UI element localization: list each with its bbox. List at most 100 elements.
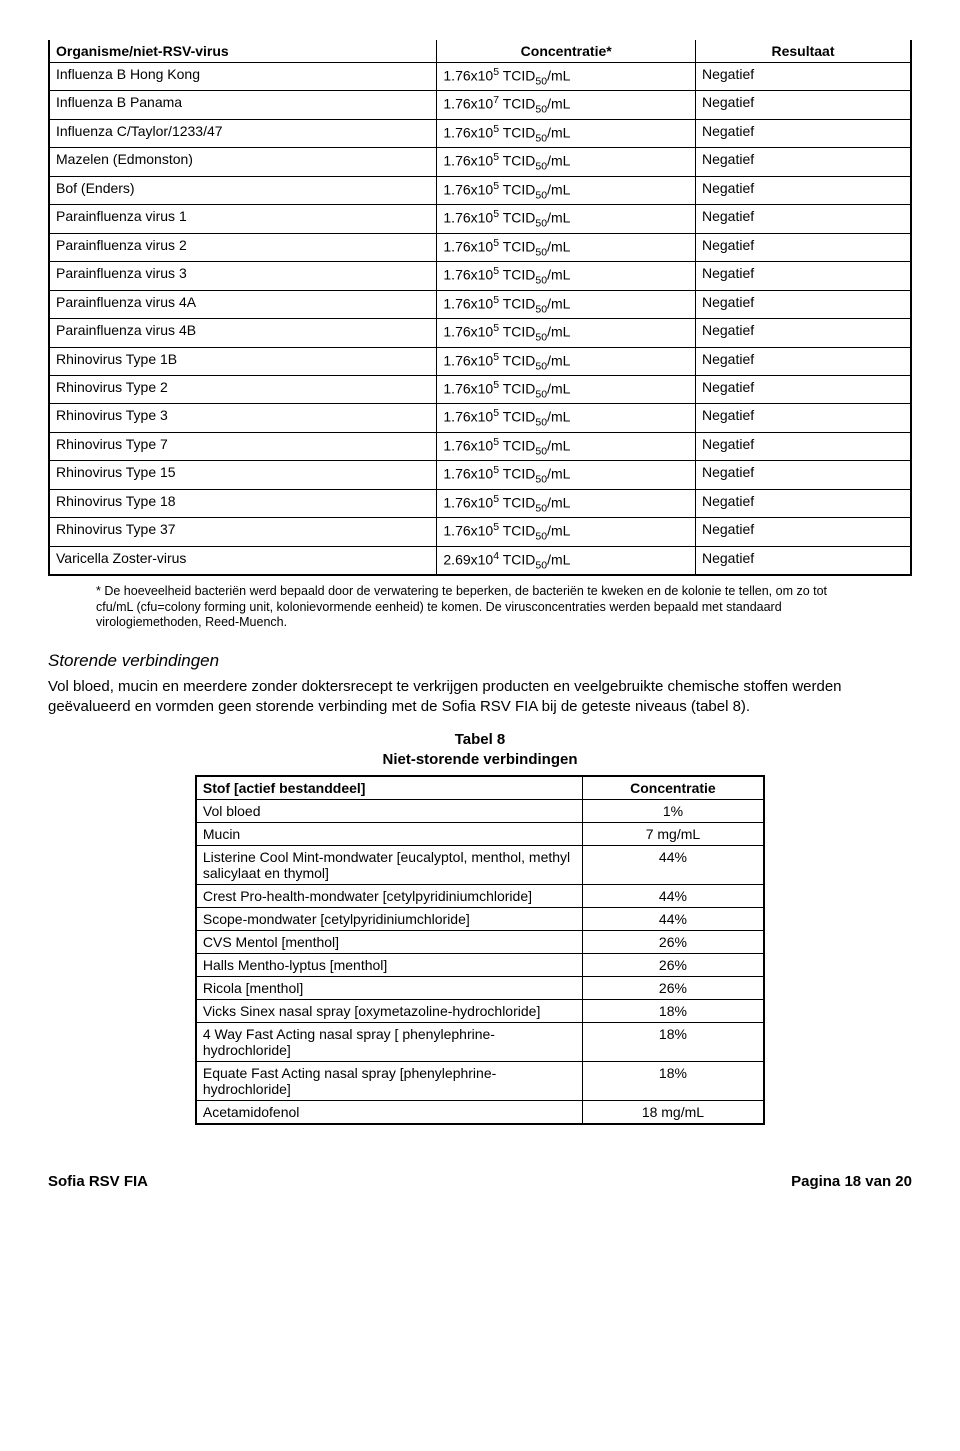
cell-result: Negatief (695, 461, 911, 489)
cell-organism: Rhinovirus Type 7 (49, 432, 437, 460)
cell-organism: Rhinovirus Type 15 (49, 461, 437, 489)
table-row: Parainfluenza virus 21.76x105 TCID50/mLN… (49, 233, 911, 261)
cell-substance: Scope-mondwater [cetylpyridiniumchloride… (196, 907, 582, 930)
cell-concentration: 1.76x105 TCID50/mL (437, 262, 696, 290)
cell-result: Negatief (695, 489, 911, 517)
cell-result: Negatief (695, 205, 911, 233)
cell-organism: Rhinovirus Type 37 (49, 518, 437, 546)
footer-left: Sofia RSV FIA (48, 1173, 148, 1190)
cell-concentration: 1.76x105 TCID50/mL (437, 148, 696, 176)
cell-concentration: 18 mg/mL (582, 1100, 764, 1124)
cell-result: Negatief (695, 119, 911, 147)
cell-concentration: 18% (582, 1022, 764, 1061)
cell-substance: Crest Pro-health-mondwater [cetylpyridin… (196, 884, 582, 907)
table-row: Rhinovirus Type 71.76x105 TCID50/mLNegat… (49, 432, 911, 460)
cell-result: Negatief (695, 262, 911, 290)
table-row: Parainfluenza virus 11.76x105 TCID50/mLN… (49, 205, 911, 233)
table2-caption-line1: Tabel 8 (455, 731, 506, 748)
cell-concentration: 7 mg/mL (582, 822, 764, 845)
cell-substance: Acetamidofenol (196, 1100, 582, 1124)
table-row: Acetamidofenol18 mg/mL (196, 1100, 764, 1124)
table2-caption: Tabel 8 Niet-storende verbindingen (48, 730, 912, 771)
table-row: Rhinovirus Type 371.76x105 TCID50/mLNega… (49, 518, 911, 546)
table-row: Listerine Cool Mint-mondwater [eucalypto… (196, 845, 764, 884)
table-header-row: Stof [actief bestanddeel] Concentratie (196, 776, 764, 800)
table-row: Varicella Zoster-virus2.69x104 TCID50/mL… (49, 546, 911, 575)
cell-substance: Vicks Sinex nasal spray [oxymetazoline-h… (196, 999, 582, 1022)
cell-concentration: 1.76x105 TCID50/mL (437, 347, 696, 375)
cell-organism: Rhinovirus Type 2 (49, 375, 437, 403)
cell-substance: Equate Fast Acting nasal spray [phenylep… (196, 1061, 582, 1100)
table-row: 4 Way Fast Acting nasal spray [ phenylep… (196, 1022, 764, 1061)
cell-concentration: 1.76x105 TCID50/mL (437, 290, 696, 318)
table-row: Scope-mondwater [cetylpyridiniumchloride… (196, 907, 764, 930)
col-result: Resultaat (695, 40, 911, 63)
cell-result: Negatief (695, 290, 911, 318)
footer-right: Pagina 18 van 20 (791, 1173, 912, 1190)
cell-concentration: 1.76x107 TCID50/mL (437, 91, 696, 119)
cell-organism: Influenza B Hong Kong (49, 63, 437, 91)
cell-concentration: 18% (582, 1061, 764, 1100)
page-footer: Sofia RSV FIA Pagina 18 van 20 (48, 1173, 912, 1190)
cell-substance: CVS Mentol [menthol] (196, 930, 582, 953)
cell-concentration: 1.76x105 TCID50/mL (437, 518, 696, 546)
cell-organism: Rhinovirus Type 18 (49, 489, 437, 517)
table-row: Rhinovirus Type 31.76x105 TCID50/mLNegat… (49, 404, 911, 432)
cell-concentration: 1.76x105 TCID50/mL (437, 375, 696, 403)
table-row: Ricola [menthol]26% (196, 976, 764, 999)
cell-result: Negatief (695, 432, 911, 460)
table-row: Mucin7 mg/mL (196, 822, 764, 845)
cell-substance: 4 Way Fast Acting nasal spray [ phenylep… (196, 1022, 582, 1061)
table-row: Bof (Enders)1.76x105 TCID50/mLNegatief (49, 176, 911, 204)
table1-footnote: * De hoeveelheid bacteriën werd bepaald … (96, 584, 864, 631)
cell-concentration: 1.76x105 TCID50/mL (437, 489, 696, 517)
table-row: CVS Mentol [menthol]26% (196, 930, 764, 953)
table-row: Vol bloed1% (196, 799, 764, 822)
section-paragraph: Vol bloed, mucin en meerdere zonder dokt… (48, 677, 912, 716)
table-header-row: Organisme/niet-RSV-virus Concentratie* R… (49, 40, 911, 63)
col-substance: Stof [actief bestanddeel] (196, 776, 582, 800)
table-row: Equate Fast Acting nasal spray [phenylep… (196, 1061, 764, 1100)
cell-organism: Influenza B Panama (49, 91, 437, 119)
cell-organism: Parainfluenza virus 4B (49, 319, 437, 347)
cell-result: Negatief (695, 375, 911, 403)
cell-concentration: 1.76x105 TCID50/mL (437, 404, 696, 432)
table-row: Mazelen (Edmonston)1.76x105 TCID50/mLNeg… (49, 148, 911, 176)
cell-result: Negatief (695, 319, 911, 347)
cell-concentration: 1% (582, 799, 764, 822)
col-concentration: Concentratie (582, 776, 764, 800)
cell-organism: Influenza C/Taylor/1233/47 (49, 119, 437, 147)
cell-organism: Rhinovirus Type 1B (49, 347, 437, 375)
cell-organism: Parainfluenza virus 2 (49, 233, 437, 261)
cell-organism: Bof (Enders) (49, 176, 437, 204)
cell-result: Negatief (695, 63, 911, 91)
table-row: Crest Pro-health-mondwater [cetylpyridin… (196, 884, 764, 907)
table-row: Rhinovirus Type 181.76x105 TCID50/mLNega… (49, 489, 911, 517)
cell-concentration: 1.76x105 TCID50/mL (437, 461, 696, 489)
table-row: Influenza B Panama1.76x107 TCID50/mLNega… (49, 91, 911, 119)
table-row: Rhinovirus Type 1B1.76x105 TCID50/mLNega… (49, 347, 911, 375)
cell-organism: Varicella Zoster-virus (49, 546, 437, 575)
cell-result: Negatief (695, 91, 911, 119)
table-row: Rhinovirus Type 21.76x105 TCID50/mLNegat… (49, 375, 911, 403)
cell-result: Negatief (695, 404, 911, 432)
cell-organism: Parainfluenza virus 3 (49, 262, 437, 290)
cell-concentration: 26% (582, 953, 764, 976)
cell-concentration: 26% (582, 930, 764, 953)
cell-organism: Mazelen (Edmonston) (49, 148, 437, 176)
cell-concentration: 26% (582, 976, 764, 999)
table-row: Halls Mentho-lyptus [menthol]26% (196, 953, 764, 976)
table-row: Rhinovirus Type 151.76x105 TCID50/mLNega… (49, 461, 911, 489)
table-row: Parainfluenza virus 4B1.76x105 TCID50/mL… (49, 319, 911, 347)
table-row: Influenza C/Taylor/1233/471.76x105 TCID5… (49, 119, 911, 147)
cell-concentration: 44% (582, 907, 764, 930)
cell-concentration: 44% (582, 845, 764, 884)
cell-substance: Vol bloed (196, 799, 582, 822)
cell-organism: Parainfluenza virus 1 (49, 205, 437, 233)
cell-substance: Ricola [menthol] (196, 976, 582, 999)
cell-concentration: 1.76x105 TCID50/mL (437, 119, 696, 147)
cell-result: Negatief (695, 347, 911, 375)
table-row: Vicks Sinex nasal spray [oxymetazoline-h… (196, 999, 764, 1022)
cell-result: Negatief (695, 233, 911, 261)
cell-result: Negatief (695, 518, 911, 546)
